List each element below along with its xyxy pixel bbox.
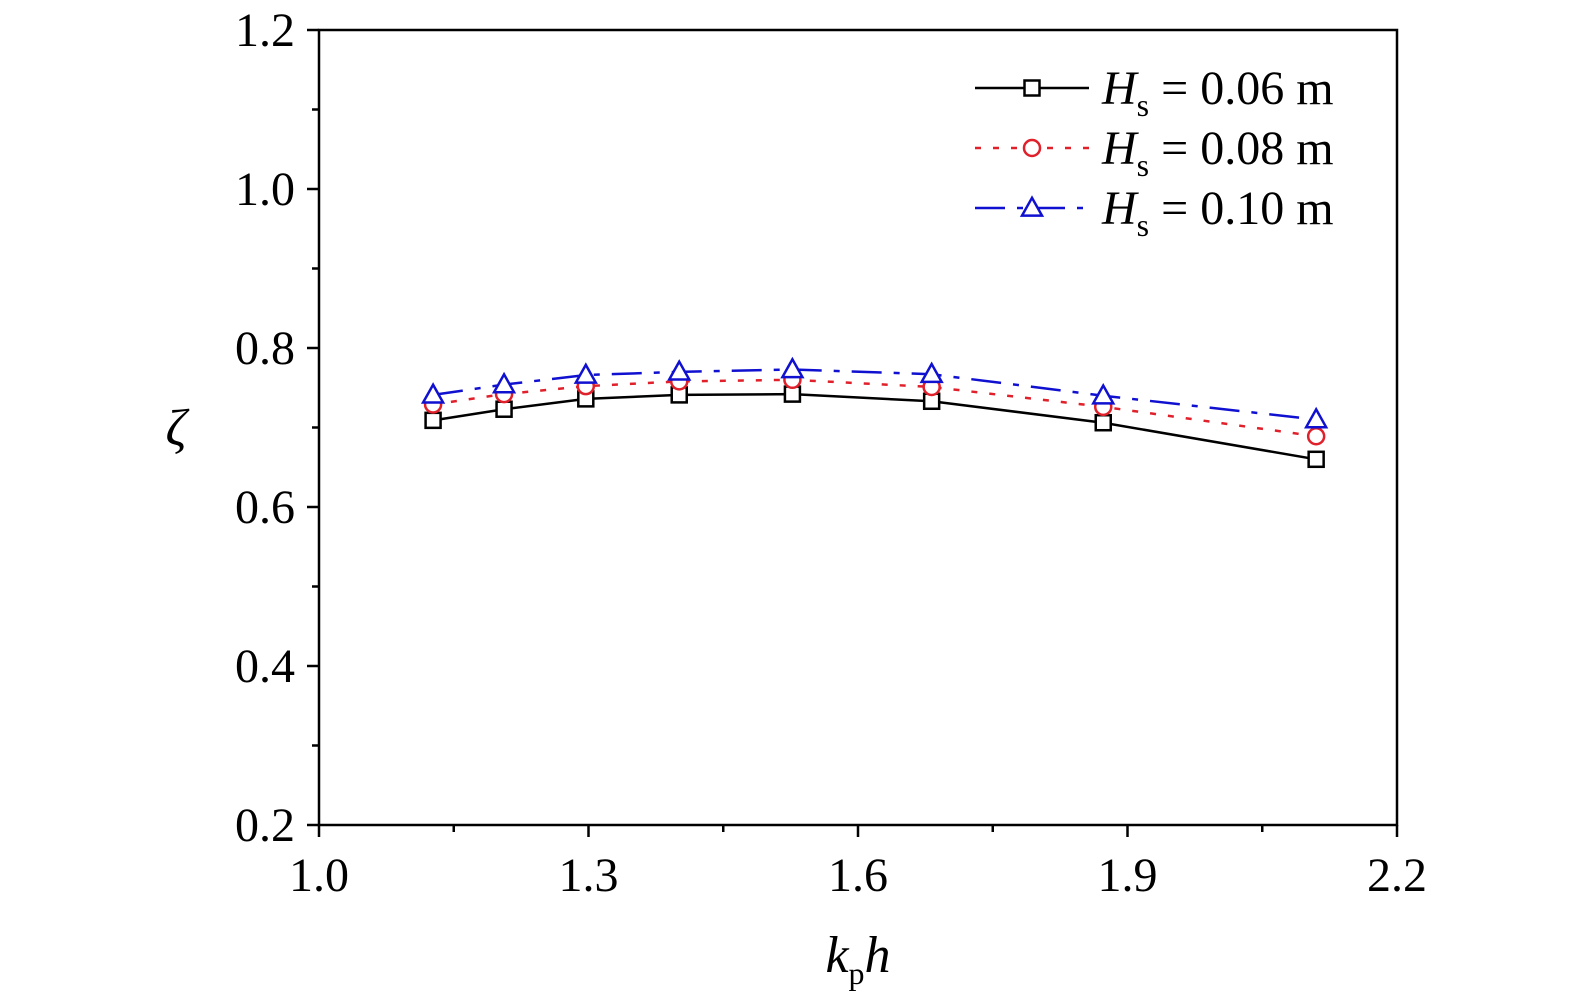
legend-label-subscript: s bbox=[1137, 87, 1149, 123]
y-tick-label: 0.6 bbox=[235, 481, 295, 534]
series-3-point-4 bbox=[667, 359, 692, 381]
y-tick-label: 1.2 bbox=[235, 4, 295, 57]
series-3-point-2 bbox=[491, 371, 517, 394]
x-axis-label-tail: h bbox=[865, 927, 891, 984]
legend-label-rest: = 0.10 m bbox=[1149, 182, 1333, 235]
series-1 bbox=[424, 385, 1325, 469]
y-tick-label: 0.8 bbox=[235, 322, 295, 375]
series-3 bbox=[420, 356, 1329, 429]
x-tick-label: 1.3 bbox=[559, 849, 619, 902]
legend-label-subscript: s bbox=[1137, 207, 1149, 243]
legend-marker-3 bbox=[1019, 195, 1045, 217]
legend-item-1: Hs = 0.06 m bbox=[975, 62, 1334, 123]
y-axis-label: ζ bbox=[165, 400, 189, 457]
legend-label-base: H bbox=[1101, 62, 1139, 115]
legend-label-3: Hs = 0.10 m bbox=[1101, 182, 1334, 243]
y-tick-label: 1.0 bbox=[235, 163, 295, 216]
series-3-point-5 bbox=[780, 356, 805, 379]
x-axis-label-base: k bbox=[825, 927, 849, 984]
series-3-point-3 bbox=[573, 362, 598, 384]
series-2 bbox=[423, 370, 1326, 446]
y-tick-label: 0.4 bbox=[235, 640, 295, 693]
series-3-point-7 bbox=[1091, 382, 1116, 405]
x-axis-label: kph bbox=[825, 927, 890, 991]
legend-item-3: Hs = 0.10 m bbox=[975, 182, 1334, 243]
x-tick-label: 1.6 bbox=[828, 849, 888, 902]
series-3-point-1 bbox=[420, 382, 446, 404]
plot-area bbox=[420, 356, 1329, 469]
series-2-point-8 bbox=[1306, 426, 1326, 446]
series-1-point-7 bbox=[1094, 413, 1112, 432]
axes: 1.0 1.3 1.6 1.9 2.2 0.2 0.4 0.6 0.8 1.0 1.2 kph ζ bbox=[165, 4, 1427, 991]
series-1-point-1 bbox=[424, 411, 442, 430]
legend-label-subscript: s bbox=[1137, 147, 1149, 183]
y-tick-label: 0.2 bbox=[235, 799, 295, 852]
legend-label-rest: = 0.06 m bbox=[1149, 62, 1333, 115]
legend-label-base: H bbox=[1101, 182, 1139, 235]
series-1-line bbox=[432, 392, 1317, 461]
legend-label-2: Hs = 0.08 m bbox=[1101, 122, 1334, 183]
series-3-point-6 bbox=[919, 361, 944, 384]
x-tick-label: 1.0 bbox=[289, 849, 349, 902]
legend-label-rest: = 0.08 m bbox=[1149, 122, 1333, 175]
series-3-line bbox=[432, 368, 1317, 421]
x-tick-label: 1.9 bbox=[1098, 849, 1158, 902]
series-2-line bbox=[432, 378, 1317, 438]
legend-label-base: H bbox=[1101, 122, 1139, 175]
series-1-point-2 bbox=[495, 400, 513, 418]
x-axis-label-subscript: p bbox=[849, 955, 865, 991]
series-1-point-8 bbox=[1307, 450, 1325, 469]
legend-marker-1 bbox=[1023, 79, 1041, 97]
legend-marker-2 bbox=[1022, 138, 1042, 158]
legend: Hs = 0.06 mHs = 0.08 mHs = 0.10 m bbox=[975, 62, 1334, 243]
legend-item-2: Hs = 0.08 m bbox=[975, 122, 1334, 183]
x-tick-label: 2.2 bbox=[1367, 849, 1427, 902]
series-3-point-8 bbox=[1304, 406, 1329, 429]
legend-label-1: Hs = 0.06 m bbox=[1101, 62, 1334, 123]
